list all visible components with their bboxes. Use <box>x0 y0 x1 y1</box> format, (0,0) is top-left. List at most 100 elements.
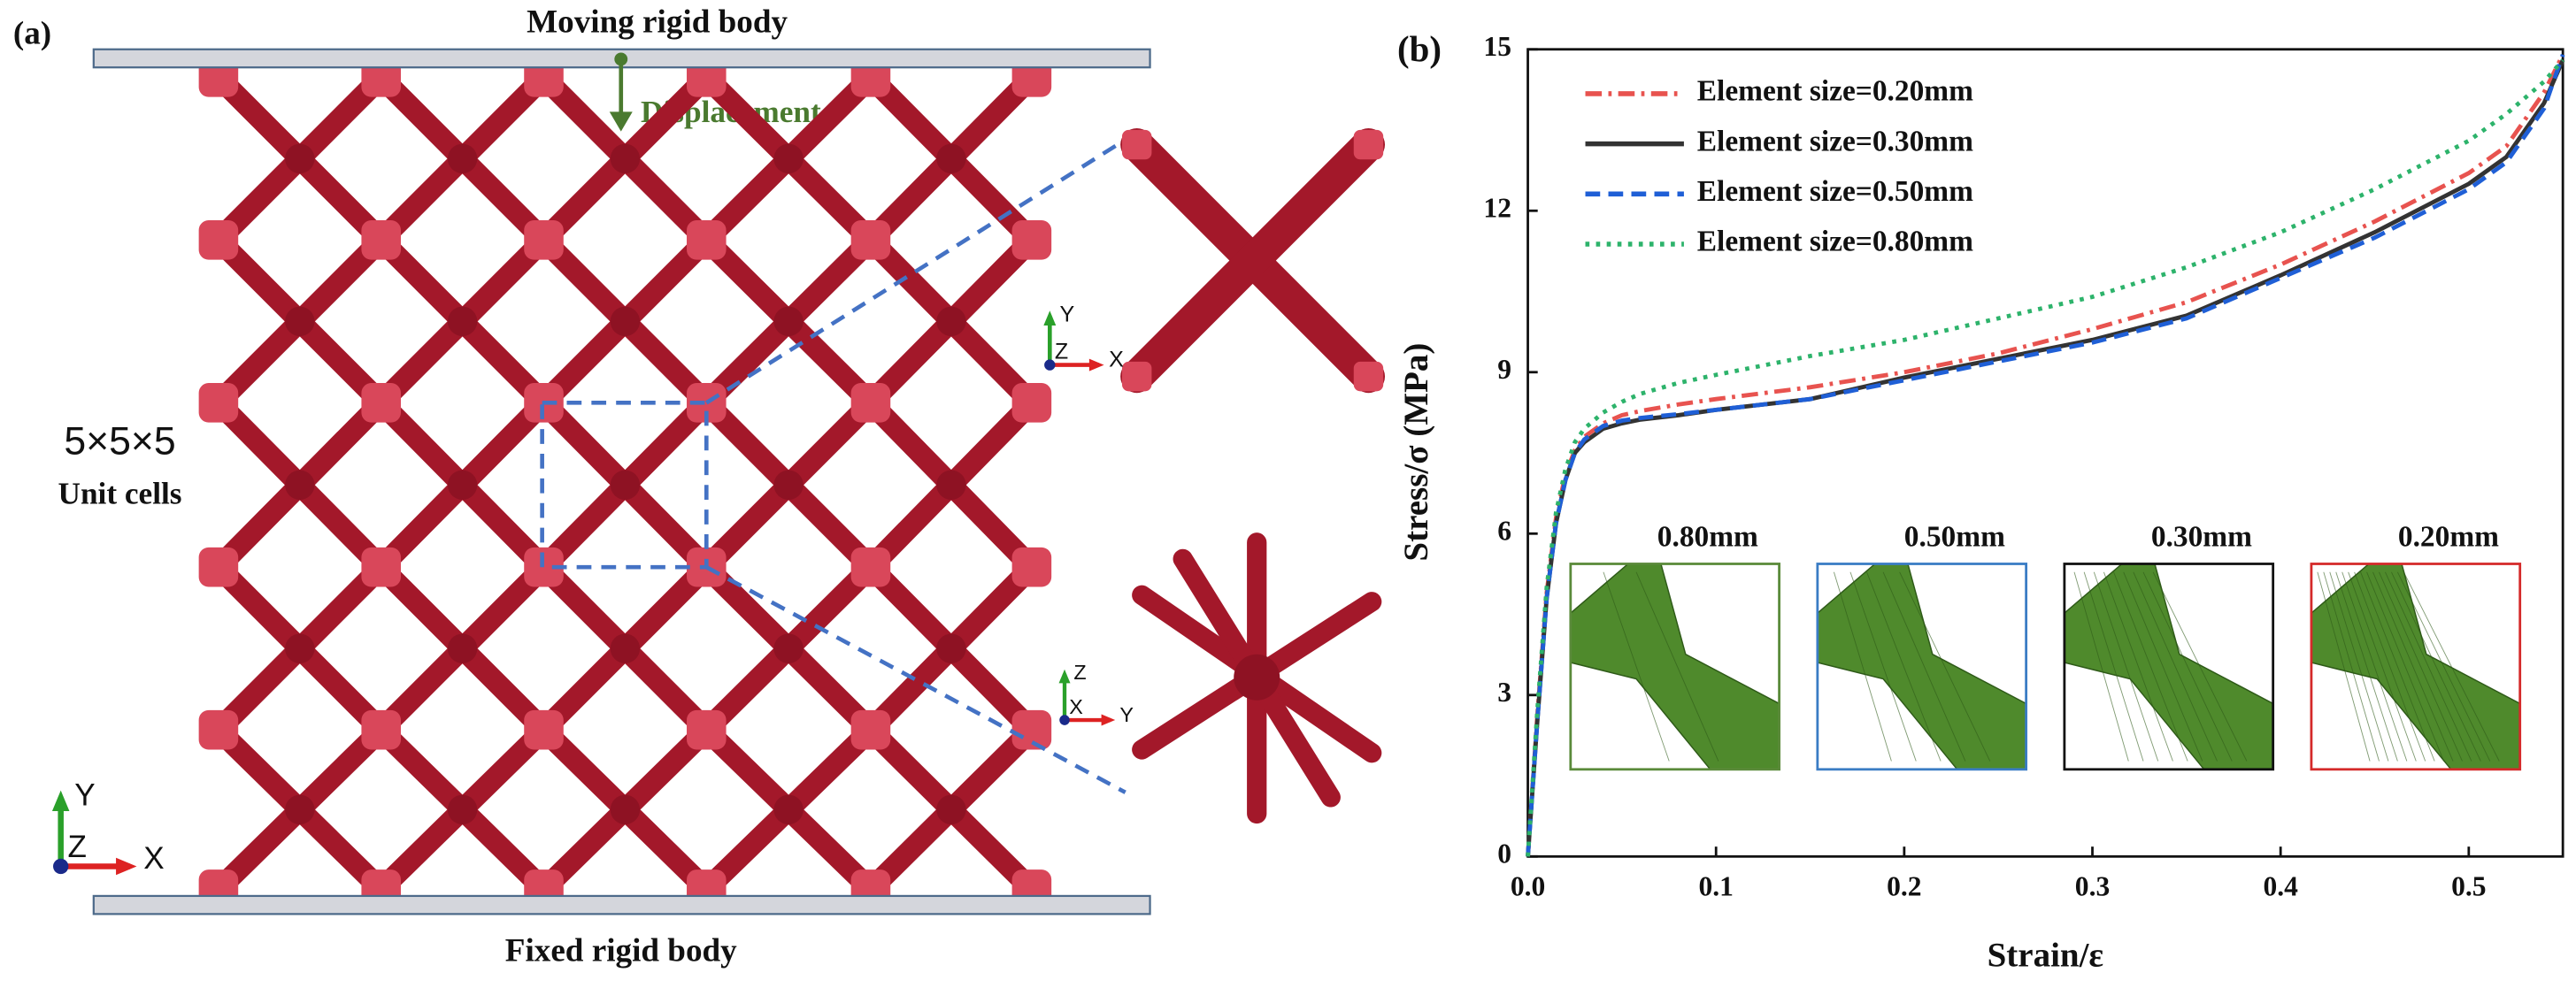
zoom-node <box>1121 129 1152 160</box>
inset-mesh-line <box>1635 571 1719 762</box>
legend-label: Element size=0.30mm <box>1697 125 1973 157</box>
y-tick-label: 6 <box>1497 516 1511 547</box>
x-tick-label: 0.4 <box>2263 871 2298 902</box>
inset-border <box>2063 563 2275 771</box>
rigid-plate <box>92 894 1151 915</box>
triad-label: Z <box>1073 661 1086 684</box>
inset-label: 0.20mm <box>2398 520 2499 553</box>
x-tick-label: 0.3 <box>2075 871 2110 902</box>
node <box>361 709 401 750</box>
inset-mesh-line <box>2403 571 2500 762</box>
triad-origin <box>1059 715 1070 725</box>
legend-label: Element size=0.80mm <box>1697 226 1973 258</box>
node <box>198 709 239 750</box>
cells-label: 5×5×5 <box>64 420 175 463</box>
inset-mesh-line <box>2396 571 2491 762</box>
strut-joint <box>447 633 478 663</box>
triad-origin <box>53 858 69 875</box>
strut-joint <box>936 143 966 174</box>
series-line <box>1526 58 2564 857</box>
strut-joint <box>773 633 804 663</box>
zoom-box <box>540 401 709 570</box>
series-line <box>1526 54 2565 857</box>
strut-joint <box>447 143 478 174</box>
node <box>1011 709 1052 750</box>
triad-head <box>116 857 137 876</box>
strut-joint <box>610 470 641 501</box>
triad-label: X <box>1069 695 1083 718</box>
strut-joint <box>936 633 966 663</box>
cells-sub: Unit cells <box>58 476 181 510</box>
node <box>850 709 891 750</box>
zoom-line <box>705 138 1127 405</box>
triad-head <box>1043 310 1057 326</box>
x-tick-label: 0.5 <box>2451 871 2486 902</box>
strut-joint <box>610 306 641 337</box>
node <box>850 547 891 587</box>
x-tick-label: 0.2 <box>1887 871 1921 902</box>
x-tick-label: 0.0 <box>1511 871 1545 902</box>
inset-border <box>2310 563 2522 771</box>
node <box>687 220 727 260</box>
strut-joint <box>447 470 478 501</box>
triad-head <box>1101 714 1116 726</box>
inset-label: 0.50mm <box>1904 520 2005 553</box>
node <box>1011 220 1052 260</box>
inset-border <box>1816 563 2028 771</box>
inset-label: 0.80mm <box>1657 520 1758 553</box>
inset-mesh-line <box>2113 571 2188 762</box>
node <box>361 547 401 587</box>
strut-joint <box>285 794 315 825</box>
strut-joint <box>285 633 315 663</box>
triad-label: Z <box>1055 339 1068 364</box>
strut-joint <box>285 143 315 174</box>
displacement-dot <box>614 52 628 66</box>
triad-label: X <box>1109 348 1124 372</box>
strut-joint <box>936 306 966 337</box>
node <box>198 547 239 587</box>
node <box>361 220 401 260</box>
zoom-node <box>1121 361 1152 392</box>
inset-mesh-line <box>2335 571 2398 762</box>
x-tick-label: 0.1 <box>1698 871 1733 902</box>
inset-mesh-line <box>2385 571 2472 762</box>
x-axis-label: Strain/ε <box>1988 936 2103 974</box>
inset-mesh-line <box>1849 571 1917 762</box>
inset-mesh-line <box>2341 571 2408 762</box>
strut-joint <box>447 306 478 337</box>
panel-label: (a) <box>13 15 51 51</box>
zoom-node <box>1353 129 1384 160</box>
node <box>198 220 239 260</box>
node <box>850 383 891 423</box>
inset-mesh-line <box>2323 571 2380 762</box>
node <box>1011 547 1052 587</box>
triad-label: Y <box>1059 302 1074 326</box>
y-tick-label: 15 <box>1483 31 1511 62</box>
node <box>361 383 401 423</box>
zoom-node <box>1353 361 1384 392</box>
inset-mesh-line <box>2329 571 2389 762</box>
displacement-arrow-head <box>609 111 633 132</box>
triad-head <box>51 790 70 812</box>
inset-mesh-line <box>2142 571 2233 762</box>
strut-joint <box>285 470 315 501</box>
triad-origin <box>1044 359 1056 371</box>
strut-joint <box>610 633 641 663</box>
y-tick-label: 9 <box>1497 354 1511 385</box>
strut-joint <box>610 794 641 825</box>
inset-mesh-line <box>2391 571 2481 762</box>
inset-mesh-line <box>2123 571 2203 762</box>
inset-mesh-line <box>2348 571 2417 762</box>
inset-mesh-line <box>2133 571 2218 762</box>
legend-label: Element size=0.20mm <box>1697 75 1973 108</box>
panel-label: (b) <box>1397 29 1442 69</box>
node <box>1011 383 1052 423</box>
node <box>687 709 727 750</box>
star-core <box>1234 654 1280 701</box>
strut-joint <box>773 470 804 501</box>
inset-mesh-line <box>1899 571 1991 762</box>
node <box>524 220 564 260</box>
triad-head <box>1088 358 1104 371</box>
inset-mesh-line <box>1833 571 1892 762</box>
